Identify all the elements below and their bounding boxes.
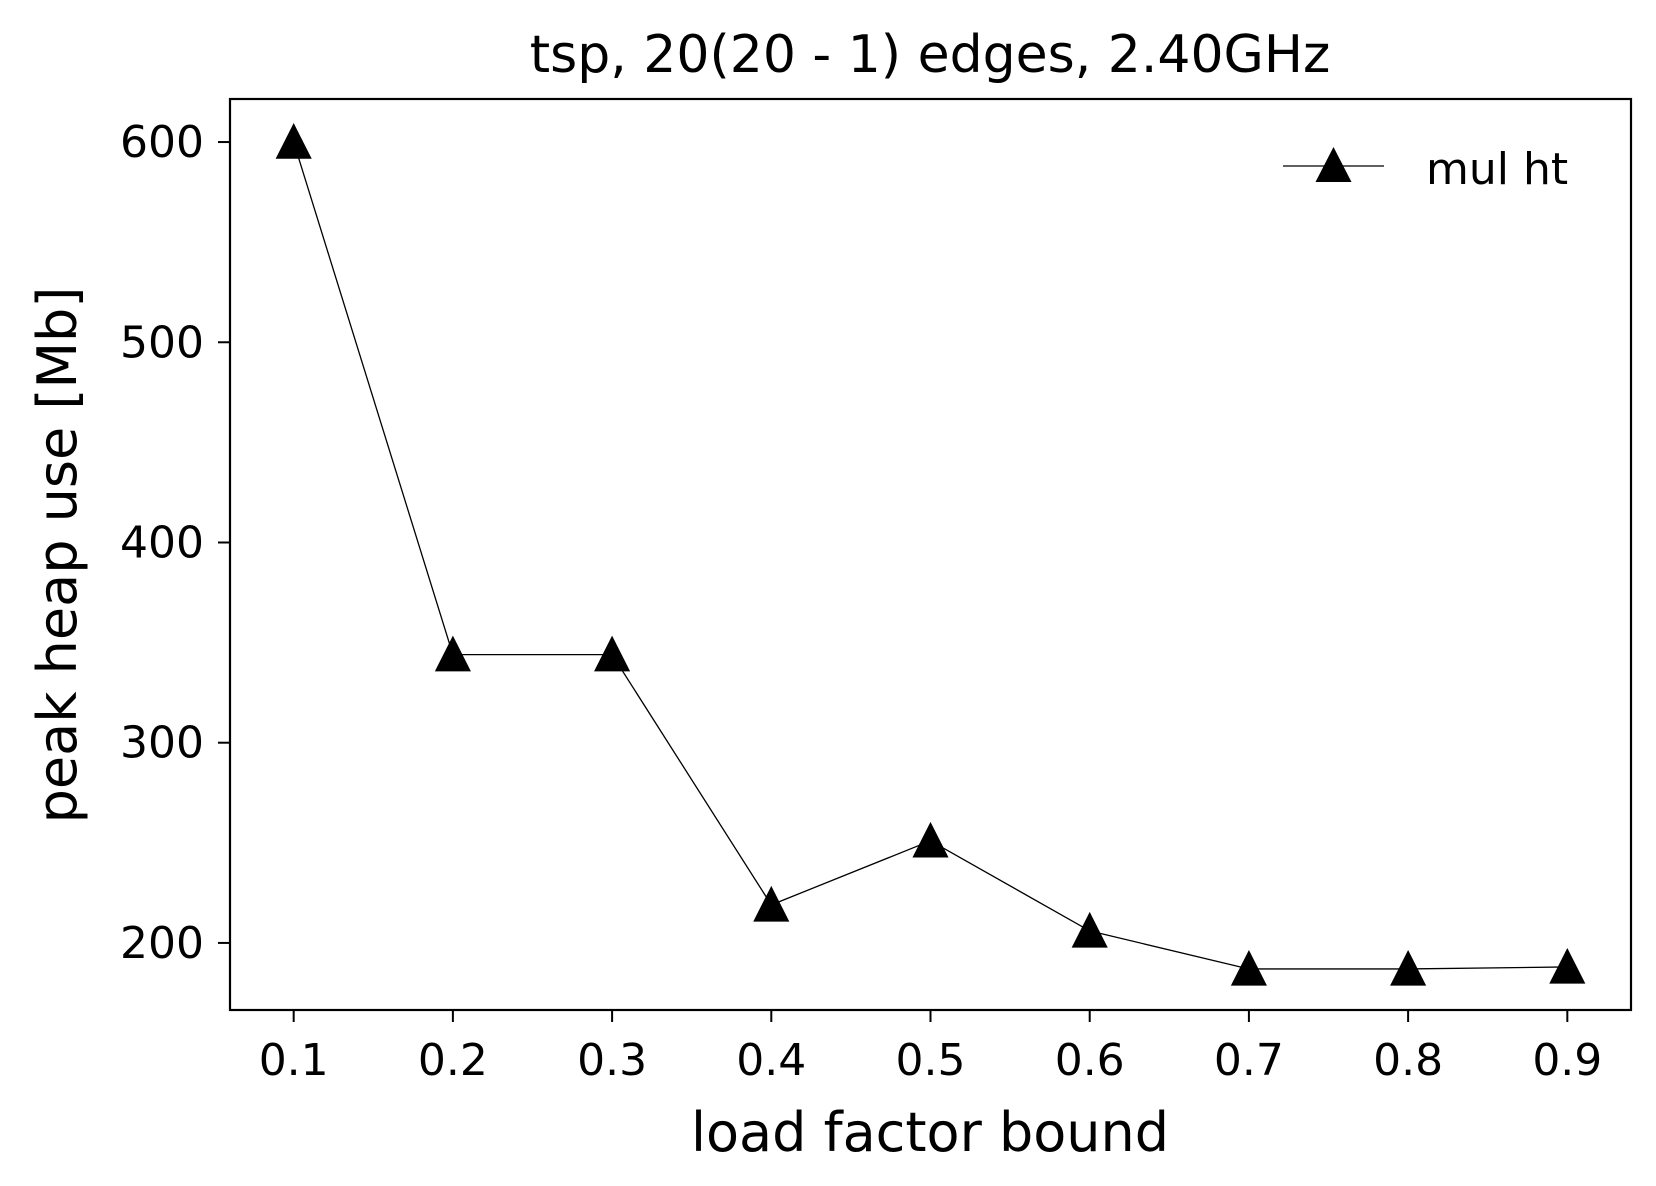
x-tick-label: 0.6 [1055, 1035, 1125, 1086]
x-tick-label: 0.5 [896, 1035, 966, 1086]
data-point-triangle [1071, 911, 1108, 948]
legend: mul ht [1283, 144, 1568, 195]
y-tick-label: 200 [120, 918, 204, 969]
x-tick-label: 0.4 [736, 1035, 806, 1086]
data-point-triangle [1230, 949, 1267, 986]
data-point-triangle [912, 821, 949, 858]
y-tick-label: 400 [120, 517, 204, 568]
data-point-triangle [275, 123, 312, 159]
legend-triangle-marker-icon [1315, 147, 1352, 182]
x-tick-label: 0.9 [1532, 1035, 1602, 1086]
data-point-triangle [594, 635, 631, 672]
y-tick-label: 300 [120, 718, 204, 769]
data-point-triangle [1549, 947, 1586, 984]
series-layer [275, 123, 1586, 986]
data-point-triangle [434, 635, 471, 672]
x-tick-label: 0.8 [1373, 1035, 1443, 1086]
legend-label-mul-ht: mul ht [1426, 144, 1568, 195]
tick-layer: 0.1 0.2 0.3 0.4 0.5 0.6 0.7 0.8 0.9 200 300 400 500 6… [120, 117, 1602, 1086]
y-tick-label: 500 [120, 317, 204, 368]
plot-frame [228, 97, 1633, 1012]
y-tick-label: 600 [120, 117, 204, 168]
x-tick-label: 0.1 [259, 1035, 329, 1086]
data-point-triangle [753, 885, 790, 922]
x-tick-label: 0.7 [1214, 1035, 1284, 1086]
chart-title: tsp, 20(20 - 1) edges, 2.40GHz [530, 25, 1331, 85]
x-axis-label: load factor bound [691, 1101, 1169, 1164]
data-point-triangle [1390, 949, 1427, 986]
y-axis-label: peak heap use [Mb] [26, 287, 89, 824]
x-tick-label: 0.3 [577, 1035, 647, 1086]
x-tick-label: 0.2 [418, 1035, 488, 1086]
